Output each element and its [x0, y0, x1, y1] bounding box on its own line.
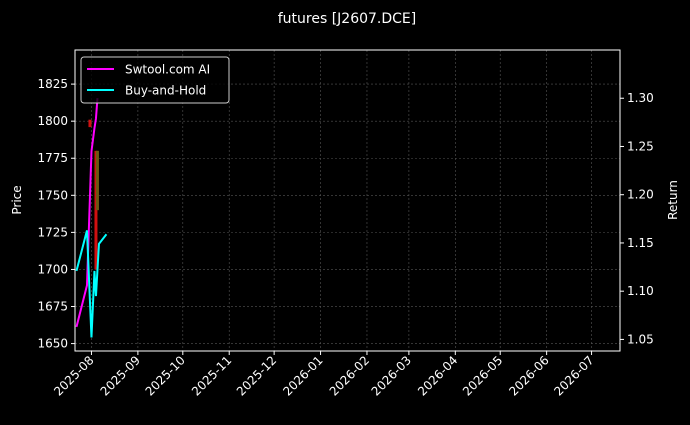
y-axis-label-right: Return — [666, 180, 680, 220]
x-tick-label: 2026-03 — [369, 353, 414, 398]
y-tick-label-right: 1.20 — [627, 188, 654, 202]
y-tick-label-left: 1800 — [37, 114, 68, 128]
x-tick-label: 2025-09 — [98, 353, 143, 398]
candle — [95, 150, 99, 211]
legend-label-ai: Swtool.com AI — [125, 63, 210, 77]
chart-title: futures [J2607.DCE] — [278, 11, 417, 27]
series-line — [75, 230, 108, 338]
x-tick-label: 2026-02 — [327, 353, 372, 398]
plot-frame — [74, 49, 621, 352]
x-tick-label: 2025-11 — [189, 353, 234, 398]
y-tick-label-left: 1675 — [37, 300, 68, 314]
x-tick-label: 2025-12 — [234, 353, 279, 398]
y-tick-label-left: 1750 — [37, 188, 68, 202]
x-tick-label: 2026-06 — [506, 353, 551, 398]
y-tick-label-right: 1.05 — [627, 332, 654, 346]
grid — [75, 50, 620, 351]
x-tick-label: 2026-07 — [551, 353, 596, 398]
x-tick-label: 2026-04 — [415, 353, 460, 398]
y-tick-label-left: 1775 — [37, 151, 68, 165]
x-tick-label: 2025-08 — [51, 353, 96, 398]
series-line — [75, 98, 99, 328]
y-tick-label-right: 1.10 — [627, 284, 654, 298]
y-tick-label-right: 1.15 — [627, 236, 654, 250]
axes: 2025-08 2025-09 2025-10 2025-11 2025-12 2026-… — [37, 77, 653, 398]
x-tick-label: 2025-10 — [143, 353, 188, 398]
y-tick-label-right: 1.30 — [627, 91, 654, 105]
legend-box — [80, 56, 230, 104]
y-tick-label-left: 1825 — [37, 77, 68, 91]
y-axis-label-left: Price — [10, 185, 24, 214]
marks — [75, 98, 108, 338]
x-tick-label: 2026-05 — [460, 353, 505, 398]
y-tick-label-left: 1700 — [37, 262, 68, 276]
x-tick-label: 2026-01 — [280, 353, 325, 398]
candle — [88, 119, 92, 128]
legend: Swtool.com AI Buy-and-Hold — [80, 56, 230, 104]
y-tick-label-left: 1650 — [37, 337, 68, 351]
legend-label-bh: Buy-and-Hold — [125, 84, 206, 98]
y-tick-label-left: 1725 — [37, 225, 68, 239]
y-tick-label-right: 1.25 — [627, 139, 654, 153]
